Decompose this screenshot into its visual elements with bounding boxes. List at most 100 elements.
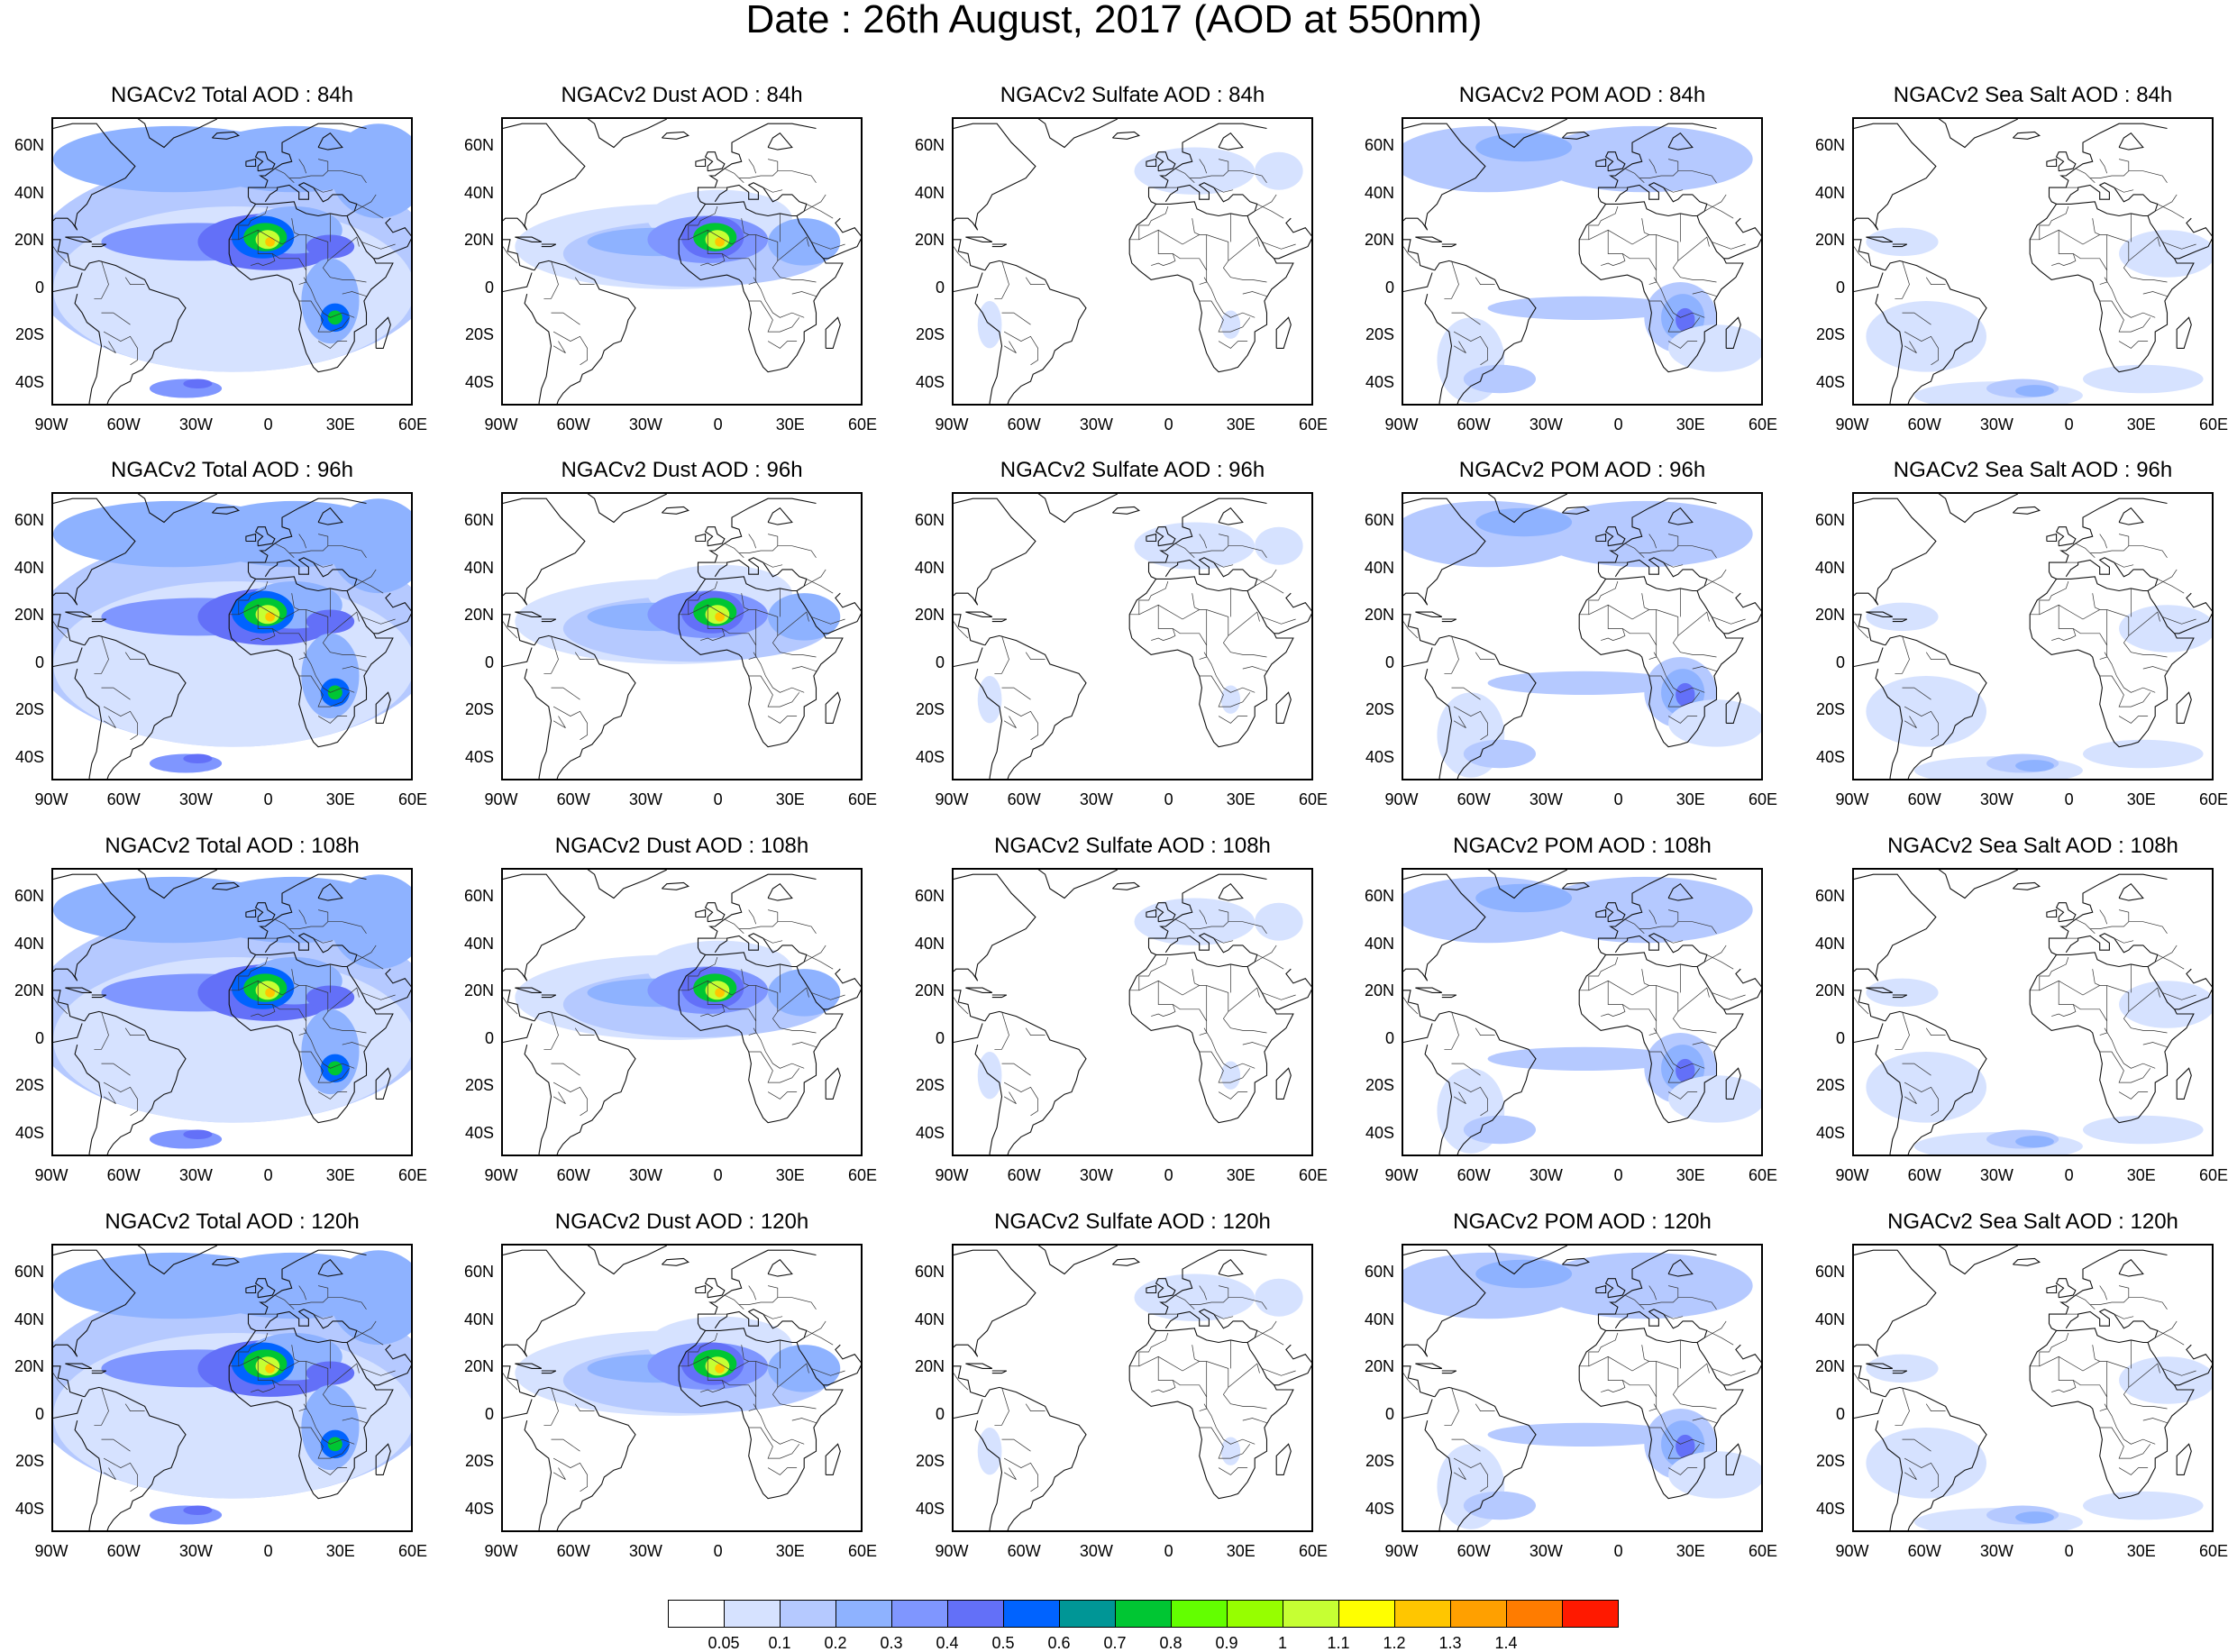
country-border [2075, 159, 2130, 178]
colorbar-swatch [1450, 1600, 1507, 1628]
lon-tick-label: 90W [935, 1166, 969, 1184]
coastline [503, 1399, 533, 1419]
country-border [2089, 178, 2096, 184]
country-border [552, 1467, 566, 1481]
coastline [1434, 1386, 1537, 1530]
lat-tick-label: 20S [14, 1076, 44, 1095]
lat-tick-label: 20S [1365, 1076, 1394, 1095]
lon-tick-label: 0 [1613, 415, 1623, 434]
coastline [825, 316, 841, 349]
coastline [2176, 1443, 2192, 1475]
country-border [2128, 170, 2168, 183]
lat-tick-label: 40S [464, 747, 494, 766]
coastline [2056, 952, 2149, 968]
country-border [2157, 954, 2185, 970]
aod-map [954, 494, 1311, 779]
lon-tick-label: 30E [1226, 1542, 1256, 1560]
country-border [274, 534, 329, 553]
lat-tick-label: 40N [914, 934, 945, 953]
lon-tick-label: 30W [1979, 415, 2013, 434]
lat-tick-label: 40S [14, 1123, 44, 1142]
country-border [1925, 277, 1946, 285]
country-border [1904, 341, 1917, 354]
lon-tick-label: 0 [2064, 1166, 2074, 1184]
country-border [1403, 621, 1419, 639]
country-border [2039, 980, 2168, 1034]
lon-tick-label: 30E [1226, 415, 1256, 434]
lat-tick-label: 40N [1364, 183, 1394, 202]
colorbar-swatch [1394, 1600, 1451, 1628]
lat-tick-label: 20N [463, 1357, 494, 1376]
country-border [288, 928, 295, 935]
country-border [1601, 1380, 1626, 1392]
country-border [2142, 291, 2168, 297]
country-border [791, 666, 817, 672]
aod-plume [1255, 902, 1303, 941]
coastline [74, 668, 103, 779]
country-border [1607, 230, 1657, 285]
country-border [1904, 1082, 1939, 1117]
coastline [65, 1363, 93, 1369]
coastline [515, 1363, 543, 1369]
coastline [1938, 870, 2019, 899]
coastline [1892, 1370, 1908, 1374]
country-border [1213, 561, 1234, 568]
colorbar-swatch [780, 1600, 836, 1628]
lat-tick-label: 40S [915, 747, 945, 766]
country-border [2104, 652, 2156, 693]
country-border [251, 1004, 276, 1017]
coastline [212, 1257, 241, 1266]
aod-plume [306, 985, 355, 1009]
country-border [2104, 1027, 2156, 1069]
lat-tick-label: 0 [484, 1404, 494, 1423]
lat-tick-label: 60N [463, 136, 494, 155]
coastline [695, 533, 707, 543]
lon-tick-label: 0 [1164, 790, 1173, 808]
coastline [1403, 239, 1435, 271]
country-border [1704, 194, 1727, 212]
aod-map [503, 870, 861, 1155]
coastline [974, 1044, 1003, 1155]
country-border [298, 1285, 307, 1301]
aod-plume [1134, 1273, 1256, 1321]
aod-plume [2082, 739, 2204, 769]
coastline [2118, 507, 2144, 525]
lon-tick-label: 0 [2064, 1542, 2074, 1560]
country-border [2104, 277, 2156, 318]
aod-plume [306, 609, 355, 634]
aod-plume [1536, 500, 1753, 568]
lat-tick-label: 20S [464, 700, 494, 719]
country-border [1138, 980, 1267, 1034]
country-border [2142, 1418, 2168, 1424]
coastline [1434, 1010, 1537, 1155]
aod-plume [1866, 1427, 1987, 1499]
coastline [1866, 987, 1894, 993]
country-border [2128, 1363, 2160, 1388]
coastline [954, 647, 983, 668]
country-border [342, 291, 367, 297]
panel-title: NGACv2 Dust AOD : 120h [554, 1209, 809, 1234]
country-border [1138, 1355, 1267, 1410]
lon-tick-label: 90W [1384, 1166, 1419, 1184]
aod-plume [715, 237, 725, 247]
country-border [1003, 716, 1017, 729]
aod-map [53, 494, 411, 779]
lat-tick-label: 40N [1814, 183, 1845, 202]
country-border [1648, 534, 1657, 549]
country-border [2157, 204, 2185, 219]
lat-tick-label: 0 [34, 1028, 44, 1047]
lon-tick-label: 60E [2198, 790, 2228, 808]
country-border [1588, 1355, 1717, 1410]
colorbar-label: 0.5 [991, 1634, 1015, 1652]
country-border [1607, 1356, 1657, 1411]
country-border [1925, 652, 1946, 660]
coastline [984, 260, 1087, 404]
country-border [327, 921, 367, 934]
country-border [1001, 1063, 1031, 1076]
lat-tick-label: 40N [1364, 558, 1394, 577]
country-border [738, 552, 744, 559]
country-border [551, 687, 580, 700]
country-border [1262, 242, 1296, 250]
aod-map [503, 1246, 861, 1530]
country-border [2162, 992, 2196, 1000]
